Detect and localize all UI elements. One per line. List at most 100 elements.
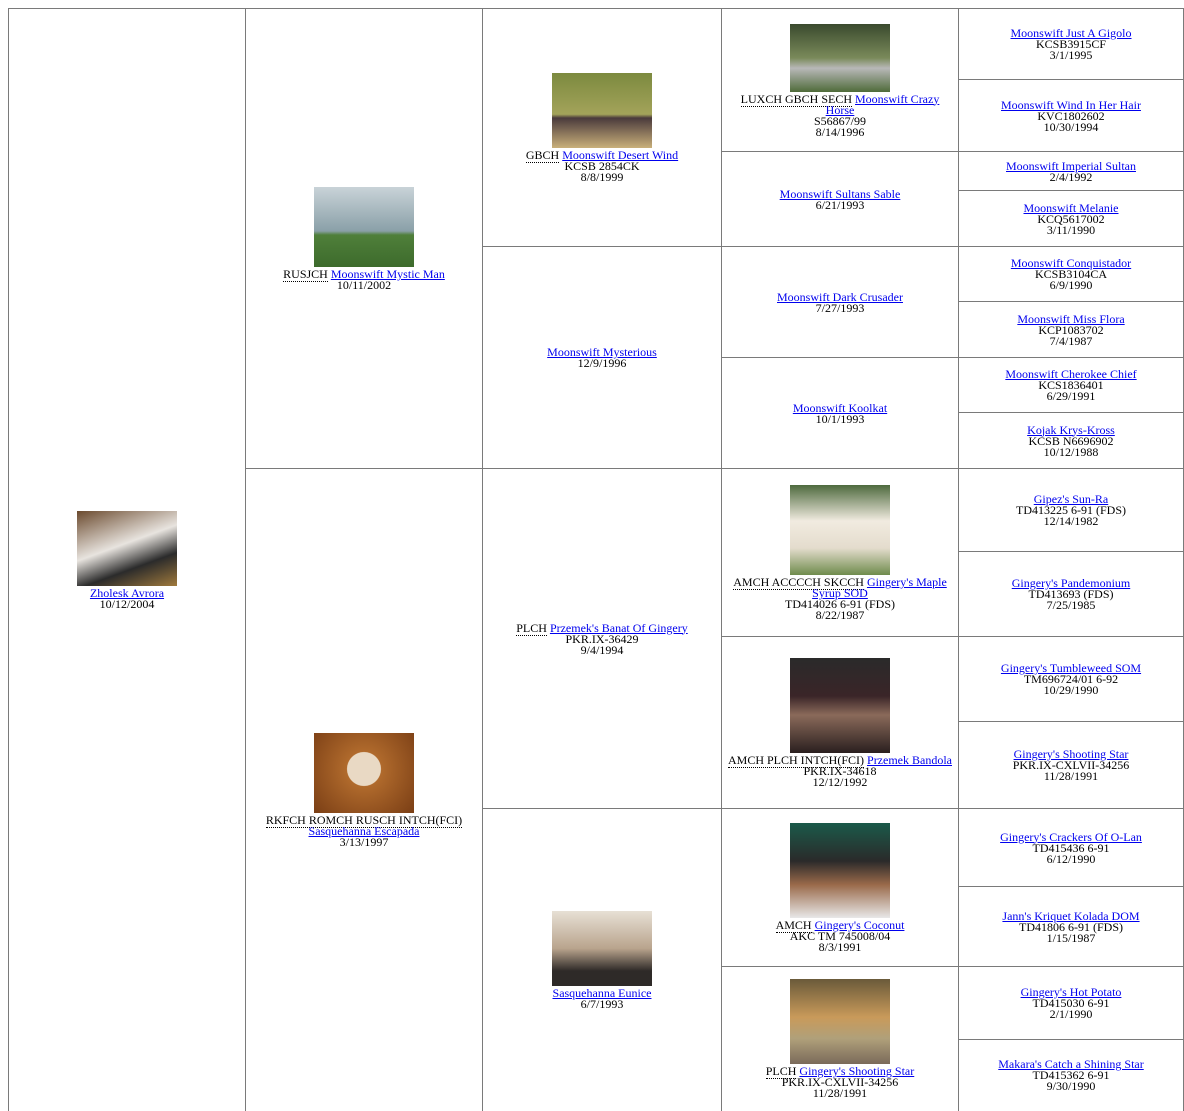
name-line: PLCH Przemek's Banat Of Gingery [516, 620, 688, 636]
pedigree-cell: Moonswift Just A Gigolo KCSB3915CF 3/1/199… [958, 8, 1184, 80]
dog-link[interactable]: Moonswift Miss Flora [1017, 311, 1125, 326]
dog-date: 6/12/1990 [1046, 851, 1096, 866]
dog-date: 3/1/1995 [1049, 48, 1093, 62]
dog-registration: PKR.IX-CXLVII-34256 [781, 1075, 899, 1089]
pedigree-cell: Kojak Krys-Kross KCSB N6696902 10/12/1988 [958, 412, 1184, 469]
dog-link[interactable]: Moonswift Conquistador [1010, 256, 1132, 270]
dog-photo [790, 979, 890, 1064]
dog-date: 8/14/1996 [815, 124, 865, 139]
dog-link[interactable]: Przemek Bandola [867, 753, 952, 767]
dog-photo [790, 23, 890, 92]
name-line: LUXCH GBCH SECH Moonswift Crazy Horse [728, 91, 952, 117]
pedigree-cell: AMCH Gingery's Coconut AKC TM 745008/04 8/… [721, 808, 958, 967]
dog-titles: LUXCH GBCH SECH [740, 91, 853, 107]
name-line: PLCH Gingery's Shooting Star [765, 1064, 915, 1079]
dog-registration: AKC TM 745008/04 [789, 929, 891, 943]
dog-registration: TD415436 6-91 [1032, 840, 1110, 855]
dog-link[interactable]: Gingery's Hot Potato [1020, 985, 1122, 999]
dog-date: 7/25/1985 [1046, 598, 1096, 612]
dog-link[interactable]: Moonswift Wind In Her Hair [1001, 97, 1141, 112]
pedigree-cell: Moonswift Imperial Sultan 2/4/1992 [958, 151, 1184, 191]
name-line: Sasquehanna Eunice [552, 985, 652, 1000]
dog-date: 12/14/1982 [1043, 514, 1099, 528]
dog-date: 8/8/1999 [580, 170, 624, 184]
name-line: RKFCH ROMCH RUSCH INTCH(FCI) Sasquehanna… [252, 812, 476, 838]
dog-registration: TM696724/01 6-92 [1023, 672, 1119, 686]
dog-date: 11/28/1991 [1043, 769, 1099, 783]
dog-link[interactable]: Gipez's Sun-Ra [1033, 492, 1109, 506]
pedigree-cell: RUSJCH Moonswift Mystic Man 10/11/2002 [245, 8, 482, 469]
dog-link[interactable]: Moonswift Mysterious [547, 345, 657, 359]
pedigree-cell: AMCH PLCH INTCH(FCI) Przemek Bandola PKR.… [721, 636, 958, 809]
dog-link[interactable]: Gingery's Crackers Of O-Lan [1000, 829, 1142, 844]
dog-photo [77, 510, 177, 586]
pedigree-cell: Gingery's Crackers Of O-Lan TD415436 6-91… [958, 808, 1184, 887]
dog-link[interactable]: Moonswift Just A Gigolo [1010, 26, 1132, 40]
name-line: Moonswift Melanie [1023, 200, 1119, 215]
dog-link[interactable]: Gingery's Pandemonium [1011, 576, 1131, 590]
dog-link[interactable]: Jann's Kriquet Kolada DOM [1002, 908, 1140, 923]
name-line: AMCH Gingery's Coconut [775, 918, 905, 933]
dog-link[interactable]: Zholesk Avrora [89, 585, 165, 600]
dog-link[interactable]: Sasquehanna Escapada [308, 823, 420, 838]
dog-link[interactable]: Gingery's Shooting Star [799, 1064, 915, 1078]
dog-link[interactable]: Moonswift Dark Crusader [777, 289, 903, 304]
dog-date: 11/28/1991 [812, 1086, 868, 1100]
dog-link[interactable]: Moonswift Cherokee Chief [1005, 367, 1137, 381]
dog-titles: PLCH [516, 620, 547, 636]
pedigree-cell: Gingery's Tumbleweed SOM TM696724/01 6-92… [958, 636, 1184, 722]
dog-date: 7/4/1987 [1049, 333, 1093, 348]
dog-link[interactable]: Makara's Catch a Shining Star [998, 1057, 1144, 1071]
pedigree-cell: Makara's Catch a Shining Star TD415362 6-… [958, 1039, 1184, 1111]
dog-registration: KCQ5617002 [1037, 211, 1105, 226]
dog-link[interactable]: Gingery's Tumbleweed SOM [1000, 661, 1142, 675]
dog-link[interactable]: Moonswift Koolkat [792, 400, 888, 415]
dog-link[interactable]: Przemek's Banat Of Gingery [549, 620, 688, 635]
dog-date: 3/13/1997 [339, 834, 389, 849]
dog-titles: AMCH PLCH INTCH(FCI) [728, 753, 865, 768]
dog-registration: KCSB3104CA [1034, 267, 1108, 281]
pedigree-cell: GBCH Moonswift Desert Wind KCSB 2854CK 8/8… [482, 8, 721, 247]
dog-link[interactable]: Gingery's Shooting Star [1013, 747, 1129, 761]
pedigree-cell: Moonswift Conquistador KCSB3104CA 6/9/1990 [958, 246, 1184, 302]
pedigree-cell: Zholesk Avrora 10/12/2004 [8, 8, 245, 1111]
pedigree-cell: Sasquehanna Eunice 6/7/1993 [482, 808, 721, 1111]
pedigree-cell: Moonswift Dark Crusader 7/27/1993 [721, 246, 958, 358]
dog-date: 8/22/1987 [815, 608, 865, 622]
name-line: Makara's Catch a Shining Star [998, 1057, 1144, 1071]
dog-registration: KCP1083702 [1038, 322, 1104, 337]
dog-titles: RUSJCH [283, 267, 328, 282]
dog-registration: KCSB 2854CK [564, 159, 640, 173]
dog-link[interactable]: Moonswift Crazy Horse [825, 91, 940, 117]
dog-link[interactable]: Kojak Krys-Kross [1027, 422, 1115, 437]
dog-link[interactable]: Moonswift Mystic Man [330, 267, 445, 281]
dog-registration: TD413693 (FDS) [1028, 587, 1114, 601]
dog-link[interactable]: Moonswift Sultans Sable [779, 186, 901, 201]
dog-registration: PKR.IX-34618 [803, 764, 877, 778]
dog-titles: AMCH [775, 918, 812, 933]
dog-link[interactable]: Moonswift Melanie [1023, 200, 1119, 215]
pedigree-cell: RKFCH ROMCH RUSCH INTCH(FCI) Sasquehanna… [245, 468, 482, 1111]
pedigree-cell: Gingery's Shooting Star PKR.IX-CXLVII-342… [958, 721, 1184, 809]
dog-date: 10/1/1993 [815, 411, 865, 426]
dog-link[interactable]: Gingery's Coconut [814, 918, 905, 932]
pedigree-cell: Moonswift Wind In Her Hair KVC1802602 10/3… [958, 79, 1184, 152]
dog-link[interactable]: Gingery's Maple Syrup SOD [812, 575, 947, 600]
dog-registration: TD415030 6-91 [1032, 996, 1110, 1010]
dog-date: 10/12/1988 [1043, 444, 1099, 459]
dog-titles: GBCH [525, 148, 560, 163]
dog-registration: TD41806 6-91 (FDS) [1019, 919, 1123, 934]
dog-titles: AMCH ACCCCH SKCCH [733, 575, 864, 590]
name-line: AMCH PLCH INTCH(FCI) Przemek Bandola [728, 753, 952, 768]
dog-link[interactable]: Sasquehanna Eunice [552, 985, 652, 1000]
pedigree-cell: AMCH ACCCCH SKCCH Gingery's Maple Syrup … [721, 468, 958, 637]
name-line: Moonswift Koolkat [792, 400, 888, 415]
pedigree-cell: LUXCH GBCH SECH Moonswift Crazy Horse S56… [721, 8, 958, 152]
dog-link[interactable]: Moonswift Desert Wind [562, 148, 679, 162]
dog-date: 10/29/1990 [1043, 683, 1099, 697]
dog-registration: PKR.IX-CXLVII-34256 [1012, 758, 1130, 772]
dog-link[interactable]: Moonswift Imperial Sultan [1006, 158, 1136, 173]
dog-photo [314, 732, 414, 813]
pedigree-cell: Moonswift Melanie KCQ5617002 3/11/1990 [958, 190, 1184, 247]
